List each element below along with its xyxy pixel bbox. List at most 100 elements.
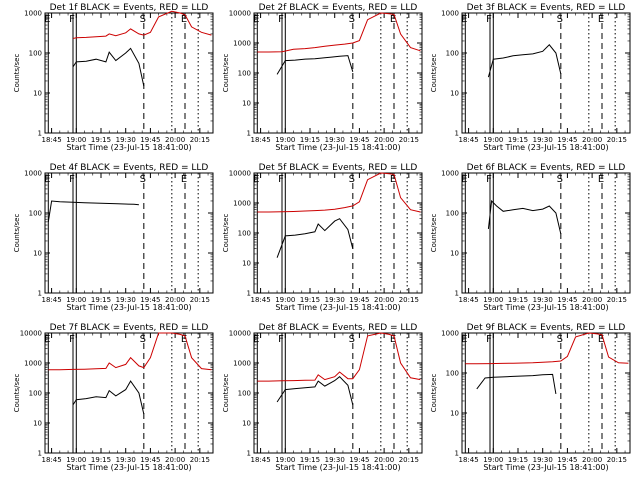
x-tick-label: 20:15 — [607, 136, 627, 144]
y-tick-label: 1 — [38, 290, 42, 298]
event-marker-label: S — [557, 14, 563, 25]
event-marker-label: S — [349, 14, 355, 25]
detector-panel: Det 3f BLACK = Events, RED = LLD 1 10 100 10… — [430, 3, 631, 152]
event-marker-label: E — [253, 14, 259, 25]
x-tick-label: 19:15 — [91, 296, 111, 304]
x-tick-label: 20:00 — [374, 296, 394, 304]
y-tick-label: 10 — [450, 250, 459, 258]
x-tick-label: 19:45 — [349, 136, 369, 144]
x-tick-label: 19:00 — [275, 296, 295, 304]
event-marker-label: E — [44, 14, 50, 25]
y-tick-label: 100 — [238, 70, 251, 78]
panel-title: Det 6f BLACK = Events, RED = LLD — [467, 163, 626, 173]
y-tick-label: 1 — [455, 130, 459, 138]
event-marker-label: S — [557, 334, 563, 345]
lld-series-line — [72, 10, 212, 39]
y-axis-label: Counts/sec — [430, 374, 438, 413]
event-marker-label: E — [461, 174, 467, 185]
event-marker-label: S — [140, 174, 146, 185]
panel-title: Det 2f BLACK = Events, RED = LLD — [259, 3, 418, 13]
y-tick-label: 1000 — [24, 170, 42, 178]
event-marker-label: S — [349, 174, 355, 185]
x-tick-label: 19:30 — [533, 296, 553, 304]
x-tick-label: 20:15 — [607, 456, 627, 464]
y-tick-label: 100 — [446, 370, 459, 378]
x-tick-label: 19:45 — [557, 296, 577, 304]
event-marker-label: F — [486, 174, 492, 185]
x-axis-label: Start Time (23-Jul-15 18:41:00) — [275, 143, 400, 152]
plot-frame — [461, 172, 631, 294]
detector-panel: Det 5f BLACK = Events, RED = LLD 1 10 100 10… — [222, 163, 423, 312]
y-axis-label: Counts/sec — [222, 374, 230, 413]
event-marker-label: S — [349, 334, 355, 345]
y-tick-label: 1 — [38, 130, 42, 138]
y-tick-label: 1 — [247, 130, 251, 138]
y-tick-label: 1 — [455, 450, 459, 458]
x-tick-label: 19:00 — [275, 136, 295, 144]
x-tick-label: 18:45 — [458, 456, 478, 464]
y-tick-label: 1 — [247, 450, 251, 458]
event-marker-label: S — [140, 334, 146, 345]
x-axis-label: Start Time (23-Jul-15 18:41:00) — [66, 463, 191, 472]
event-marker-label: E — [253, 334, 259, 345]
detector-panel: Det 9f BLACK = Events, RED = LLD 1 10 100 10… — [430, 323, 631, 472]
events-series-line — [72, 47, 145, 87]
y-tick-label: 1 — [247, 290, 251, 298]
y-axis-label: Counts/sec — [13, 54, 21, 93]
y-tick-label: 1000 — [233, 200, 251, 208]
y-tick-label: 10000 — [229, 10, 251, 18]
x-axis-label: Start Time (23-Jul-15 18:41:00) — [483, 463, 608, 472]
x-tick-label: 20:15 — [399, 456, 419, 464]
x-tick-label: 19:00 — [66, 296, 86, 304]
x-tick-label: 19:45 — [140, 296, 160, 304]
x-tick-label: 18:45 — [41, 296, 61, 304]
y-tick-label: 100 — [29, 390, 42, 398]
x-tick-label: 19:00 — [483, 456, 503, 464]
y-tick-label: 1000 — [441, 10, 459, 18]
y-axis-label: Counts/sec — [222, 214, 230, 253]
x-tick-label: 20:15 — [190, 136, 210, 144]
event-marker-label: F — [486, 334, 492, 345]
y-tick-label: 100 — [446, 50, 459, 58]
events-series-line — [487, 44, 562, 78]
events-series-line — [276, 218, 354, 258]
x-tick-label: 19:45 — [557, 136, 577, 144]
events-series-line — [276, 55, 354, 75]
event-marker-label: E — [253, 174, 259, 185]
x-tick-label: 19:00 — [66, 456, 86, 464]
x-tick-label: 20:15 — [190, 456, 210, 464]
y-tick-label: 10 — [33, 250, 42, 258]
panel-title: Det 1f BLACK = Events, RED = LLD — [50, 3, 209, 13]
panel-title: Det 9f BLACK = Events, RED = LLD — [467, 323, 626, 333]
x-tick-label: 19:30 — [116, 456, 136, 464]
x-axis-label: Start Time (23-Jul-15 18:41:00) — [275, 463, 400, 472]
y-axis-label: Counts/sec — [13, 374, 21, 413]
plot-frame — [461, 12, 631, 134]
y-tick-label: 10 — [242, 260, 251, 268]
x-axis-label: Start Time (23-Jul-15 18:41:00) — [66, 303, 191, 312]
y-tick-label: 100 — [29, 50, 42, 58]
event-marker-label: S — [140, 14, 146, 25]
x-tick-label: 20:00 — [165, 296, 185, 304]
event-marker-label: F — [278, 174, 284, 185]
event-marker-label: E — [598, 174, 604, 185]
x-tick-label: 20:15 — [399, 136, 419, 144]
x-tick-label: 19:15 — [508, 296, 528, 304]
y-axis-label: Counts/sec — [430, 54, 438, 93]
y-axis-label: Counts/sec — [430, 214, 438, 253]
lld-series-line — [465, 332, 629, 365]
y-tick-label: 10000 — [229, 170, 251, 178]
y-tick-label: 10 — [242, 100, 251, 108]
lld-series-line — [257, 172, 421, 213]
x-tick-label: 19:15 — [300, 456, 320, 464]
x-tick-label: 19:15 — [300, 296, 320, 304]
panel-title: Det 5f BLACK = Events, RED = LLD — [259, 163, 418, 173]
y-tick-label: 100 — [29, 210, 42, 218]
y-tick-label: 10 — [450, 410, 459, 418]
event-marker-label: F — [486, 14, 492, 25]
x-tick-label: 19:15 — [508, 456, 528, 464]
x-tick-label: 20:00 — [582, 456, 602, 464]
y-tick-label: 1 — [455, 290, 459, 298]
event-marker-label: E — [461, 14, 467, 25]
x-tick-label: 18:45 — [41, 136, 61, 144]
